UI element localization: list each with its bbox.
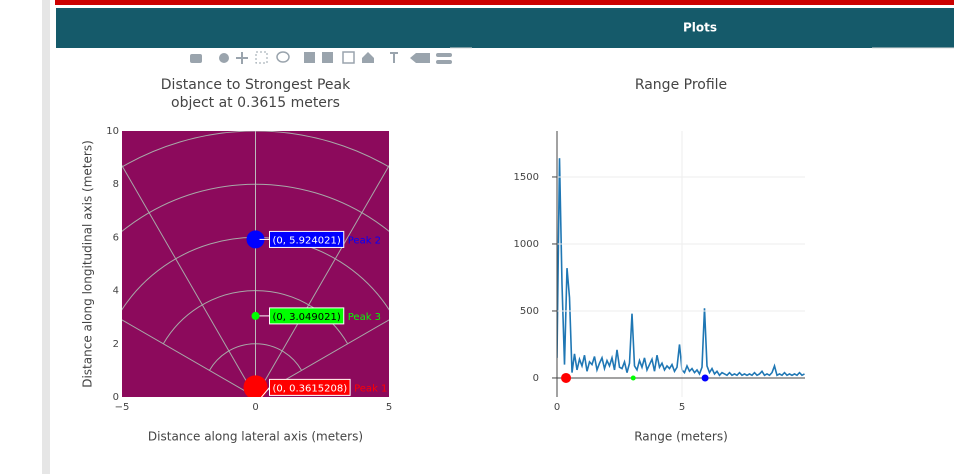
- box-select-button[interactable]: [255, 51, 268, 64]
- hover-pointer: [259, 387, 270, 400]
- x-tick-label: 0: [252, 402, 258, 413]
- pan-button[interactable]: [236, 52, 248, 64]
- range-profile-line: [557, 158, 805, 377]
- polar-ray: [255, 319, 389, 397]
- polar-ray: [255, 164, 389, 397]
- x-tick-label: 5: [679, 402, 685, 413]
- hover-box: [269, 230, 345, 248]
- hover-label: (0, 3.049021): [273, 312, 341, 323]
- header-bar: [56, 8, 954, 48]
- y-axis-label: Distance along longitudinal axis (meters…: [81, 140, 95, 388]
- x-tick-label: 0: [554, 402, 560, 413]
- plot-area: [122, 131, 389, 397]
- peak-marker: [561, 372, 572, 383]
- peak-marker: [251, 311, 260, 320]
- chart-title: Range Profile: [635, 77, 727, 93]
- x-tick-label: 5: [386, 402, 392, 413]
- x-axis-label: Range (meters): [634, 430, 728, 444]
- series-name: Peak 2: [348, 235, 381, 246]
- y-tick-label: 6: [113, 232, 119, 243]
- toolbar: [190, 51, 452, 64]
- spike-button[interactable]: [390, 52, 398, 63]
- zoom-in-button[interactable]: [304, 52, 315, 63]
- zoom-out-button[interactable]: [322, 52, 333, 63]
- hover-box: [269, 378, 351, 396]
- chart-subtitle: object at 0.3615 meters: [171, 95, 340, 111]
- lasso-button[interactable]: [276, 51, 290, 63]
- plot-area: [557, 158, 805, 377]
- series-name: Peak 1: [354, 383, 387, 394]
- y-tick-label: 4: [113, 286, 119, 297]
- autoscale-button[interactable]: [342, 51, 355, 64]
- y-tick-label: 2: [113, 339, 119, 350]
- hover-label: (0, 5.924021): [273, 235, 341, 246]
- peak-marker: [246, 230, 265, 249]
- y-tick-label: 8: [113, 179, 119, 190]
- peak-marker: [630, 375, 636, 381]
- hover-compare-button-2[interactable]: [436, 60, 452, 64]
- peak-marker: [243, 375, 268, 397]
- reset-button[interactable]: [362, 52, 374, 63]
- hover-closest-button[interactable]: [410, 53, 430, 63]
- side-strip: [42, 0, 50, 474]
- polar-ray: [122, 164, 256, 397]
- hover-compare-button[interactable]: [436, 53, 452, 57]
- series-name: Peak 3: [348, 312, 381, 323]
- y-tick-label: 0: [533, 373, 539, 384]
- header-title: Plots: [683, 21, 717, 35]
- x-tick-label: −5: [115, 402, 130, 413]
- hover-label: (0, 0.3615208): [273, 383, 348, 394]
- peak-marker: [701, 374, 709, 382]
- hover-box: [269, 307, 345, 325]
- y-tick-label: 1000: [514, 239, 539, 250]
- y-tick-label: 0: [113, 392, 119, 403]
- zoom-button[interactable]: [219, 53, 229, 63]
- x-axis-label: Distance along lateral axis (meters): [148, 430, 363, 444]
- y-tick-label: 1500: [514, 172, 539, 183]
- chart-title: Distance to Strongest Peak: [161, 77, 351, 93]
- y-tick-label: 500: [520, 306, 539, 317]
- y-tick-label: 10: [106, 126, 119, 137]
- top-bar: [55, 0, 954, 5]
- polar-ray: [122, 319, 256, 397]
- camera-button[interactable]: [190, 54, 202, 63]
